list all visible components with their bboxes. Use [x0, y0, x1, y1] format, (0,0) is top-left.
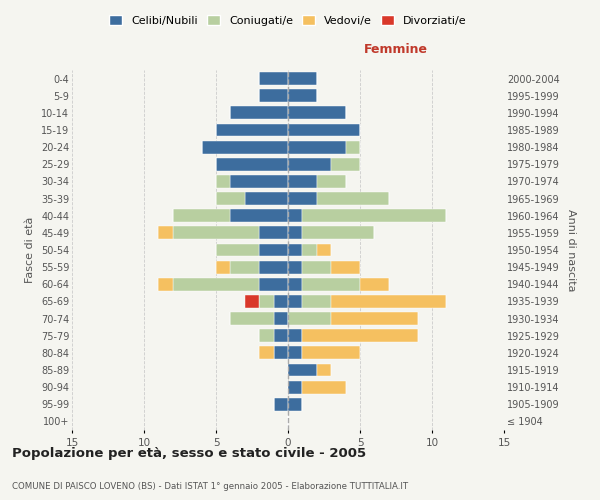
Bar — [302, 226, 374, 239]
Bar — [274, 312, 288, 325]
Bar — [302, 295, 331, 308]
Bar — [288, 346, 302, 360]
Bar — [331, 158, 360, 170]
Bar — [288, 364, 317, 376]
Bar — [288, 260, 302, 274]
Bar — [259, 226, 288, 239]
Bar — [288, 295, 302, 308]
Bar — [245, 192, 288, 205]
Bar — [288, 244, 302, 256]
Bar — [202, 140, 288, 153]
Bar — [216, 175, 230, 188]
Bar — [288, 278, 302, 290]
Bar — [274, 346, 288, 360]
Bar — [230, 175, 288, 188]
Bar — [288, 158, 331, 170]
Bar — [288, 90, 317, 102]
Legend: Celibi/Nubili, Coniugati/e, Vedovi/e, Divorziati/e: Celibi/Nubili, Coniugati/e, Vedovi/e, Di… — [105, 10, 471, 30]
Bar — [259, 295, 274, 308]
Bar — [230, 210, 288, 222]
Bar — [331, 260, 360, 274]
Bar — [216, 192, 245, 205]
Bar — [317, 175, 346, 188]
Bar — [274, 398, 288, 410]
Y-axis label: Anni di nascita: Anni di nascita — [566, 209, 577, 291]
Bar — [259, 278, 288, 290]
Bar — [230, 260, 259, 274]
Bar — [259, 90, 288, 102]
Bar — [317, 244, 331, 256]
Bar — [317, 192, 389, 205]
Bar — [259, 244, 288, 256]
Bar — [274, 295, 288, 308]
Bar — [360, 278, 389, 290]
Bar — [158, 226, 173, 239]
Bar — [302, 260, 331, 274]
Bar — [259, 346, 274, 360]
Bar — [288, 210, 302, 222]
Bar — [288, 72, 317, 85]
Bar — [230, 106, 288, 120]
Bar — [173, 278, 259, 290]
Bar — [302, 380, 346, 394]
Bar — [331, 295, 446, 308]
Bar — [216, 260, 230, 274]
Bar — [288, 380, 302, 394]
Bar — [259, 72, 288, 85]
Bar — [216, 158, 288, 170]
Bar — [317, 364, 331, 376]
Bar — [302, 346, 360, 360]
Bar — [302, 244, 317, 256]
Bar — [245, 295, 259, 308]
Y-axis label: Fasce di età: Fasce di età — [25, 217, 35, 283]
Text: COMUNE DI PAISCO LOVENO (BS) - Dati ISTAT 1° gennaio 2005 - Elaborazione TUTTITA: COMUNE DI PAISCO LOVENO (BS) - Dati ISTA… — [12, 482, 408, 491]
Bar — [302, 330, 418, 342]
Bar — [158, 278, 173, 290]
Text: Popolazione per età, sesso e stato civile - 2005: Popolazione per età, sesso e stato civil… — [12, 448, 366, 460]
Bar — [288, 124, 360, 136]
Bar — [216, 124, 288, 136]
Bar — [173, 226, 259, 239]
Bar — [288, 398, 302, 410]
Bar — [274, 330, 288, 342]
Bar — [288, 106, 346, 120]
Bar — [346, 140, 360, 153]
Bar — [288, 192, 317, 205]
Bar — [302, 278, 360, 290]
Text: Femmine: Femmine — [364, 42, 428, 56]
Bar — [259, 330, 274, 342]
Bar — [288, 312, 331, 325]
Bar — [302, 210, 446, 222]
Bar — [259, 260, 288, 274]
Bar — [331, 312, 418, 325]
Bar — [173, 210, 230, 222]
Bar — [288, 226, 302, 239]
Bar — [288, 140, 346, 153]
Bar — [216, 244, 259, 256]
Bar — [288, 175, 317, 188]
Bar — [288, 330, 302, 342]
Bar — [230, 312, 274, 325]
